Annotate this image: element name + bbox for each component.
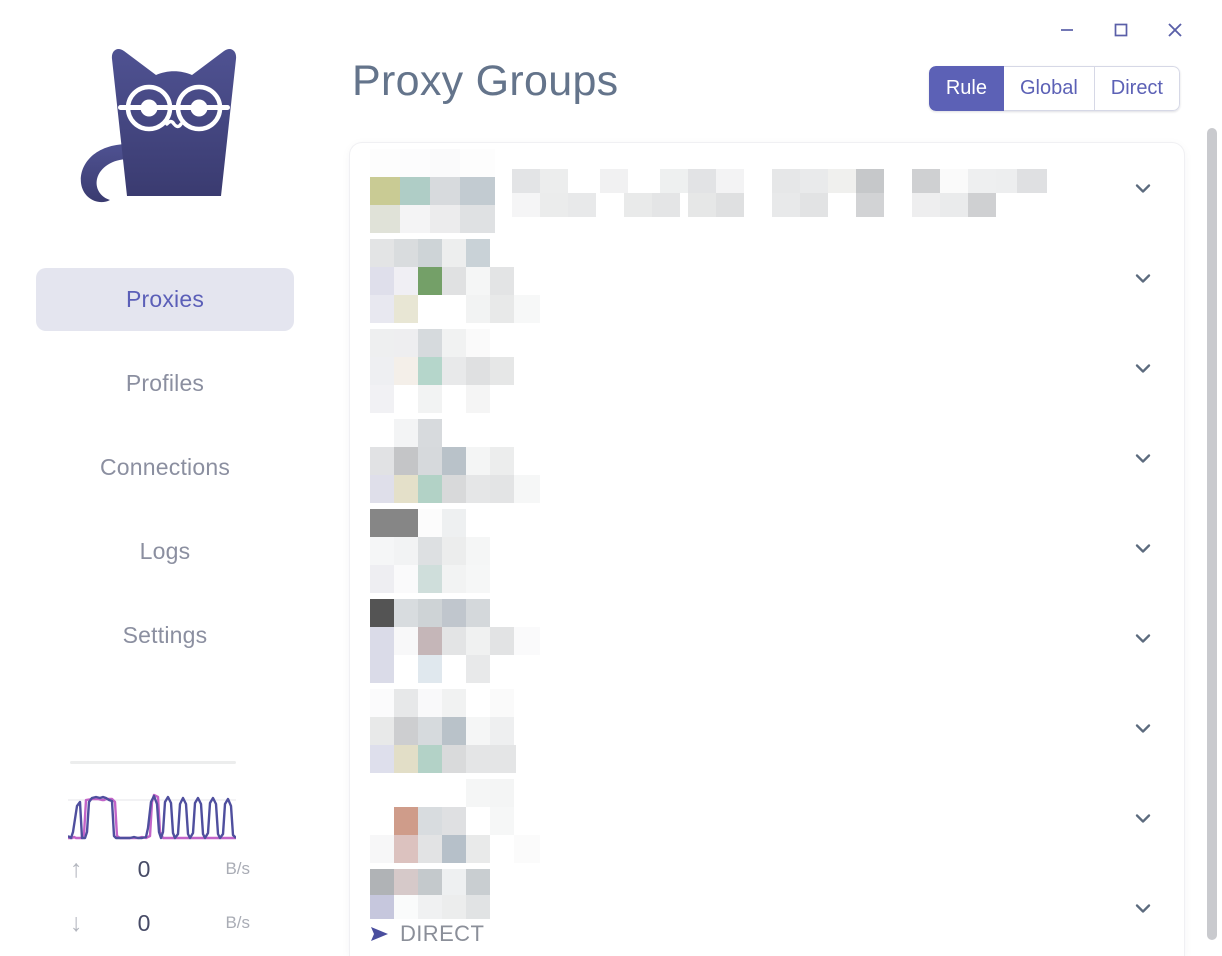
proxy-group-row[interactable] [350,143,1184,233]
vertical-scrollbar[interactable] [1206,128,1218,946]
redacted-group-name [370,149,495,233]
proxy-group-row[interactable] [350,323,1184,413]
sidebar-item-profiles[interactable]: Profiles [36,352,294,415]
scrollbar-thumb[interactable] [1207,128,1217,940]
maximize-button[interactable] [1094,12,1148,48]
proxy-group-row[interactable]: DIRECT [350,863,1184,953]
upload-speed-value: 0 [137,855,151,882]
upload-arrow-icon: ↑ [70,854,83,883]
redacted-group-name [370,239,540,323]
proxy-group-row[interactable] [350,593,1184,683]
maximize-icon [1114,23,1128,37]
sidebar-item-logs[interactable]: Logs [36,520,294,583]
sidebar-nav: Proxies Profiles Connections Logs Settin… [0,268,330,688]
upload-speed-row: ↑ 0 B/s [70,848,250,890]
minimize-icon [1061,29,1073,31]
sidebar-item-connections[interactable]: Connections [36,436,294,499]
redacted-group-name [370,509,490,593]
sidebar-item-settings[interactable]: Settings [36,604,294,667]
download-arrow-icon: ↓ [70,908,83,937]
mode-button-rule[interactable]: Rule [928,66,1004,111]
mode-button-direct[interactable]: Direct [1094,66,1180,111]
proxy-group-row[interactable] [350,683,1184,773]
main-content: Proxy Groups Rule Global Direct [330,0,1222,956]
selected-proxy[interactable]: DIRECT [370,921,484,947]
sidebar-item-label: Profiles [125,370,205,396]
proxy-group-row[interactable] [350,233,1184,323]
proxy-group-row[interactable] [350,773,1184,863]
download-speed-value: 0 [137,909,151,936]
minimize-button[interactable] [1040,12,1094,48]
sidebar-item-label: Logs [139,538,191,564]
chevron-down-icon[interactable] [1130,265,1156,291]
sidebar-item-label: Proxies [125,286,205,312]
download-speed-unit: B/s [225,913,250,932]
chevron-down-icon[interactable] [1130,805,1156,831]
page-title: Proxy Groups [352,57,619,105]
redacted-group-name [370,329,514,413]
proxy-mode-toggle: Rule Global Direct [928,66,1180,111]
sidebar-item-proxies[interactable]: Proxies [36,268,294,331]
send-arrow-icon [370,925,390,943]
window-controls [1040,12,1202,48]
sidebar: Proxies Profiles Connections Logs Settin… [0,0,330,956]
download-speed-row: ↓ 0 B/s [70,902,250,944]
sidebar-item-label: Settings [122,622,208,648]
close-button[interactable] [1148,12,1202,48]
redacted-node-chips [512,169,1047,217]
proxy-groups-list: DIRECT [350,143,1184,956]
traffic-panel: ↑ 0 B/s ↓ 0 B/s [0,761,330,944]
chevron-down-icon[interactable] [1130,355,1156,381]
mode-button-label: Direct [1110,77,1163,99]
selected-proxy-label: DIRECT [400,921,485,946]
traffic-sparkline [68,793,236,840]
mode-button-label: Global [1019,77,1078,99]
proxy-group-row[interactable] [350,413,1184,503]
redacted-group-name [370,779,540,863]
chevron-down-icon[interactable] [1130,715,1156,741]
redacted-group-name [370,419,540,503]
app-logo [0,18,330,228]
chevron-down-icon[interactable] [1130,895,1156,921]
chevron-down-icon[interactable] [1130,535,1156,561]
upload-speed-unit: B/s [225,859,250,878]
sidebar-item-label: Connections [99,454,231,480]
mode-button-global[interactable]: Global [1003,66,1095,111]
traffic-divider [70,761,236,764]
chevron-down-icon[interactable] [1130,445,1156,471]
chevron-down-icon[interactable] [1130,175,1156,201]
redacted-group-name [370,869,490,919]
mode-button-label: Rule [945,77,987,99]
proxy-group-row[interactable] [350,503,1184,593]
redacted-group-name [370,599,540,683]
close-icon [1168,23,1182,37]
redacted-group-name [370,689,516,773]
chevron-down-icon[interactable] [1130,625,1156,651]
